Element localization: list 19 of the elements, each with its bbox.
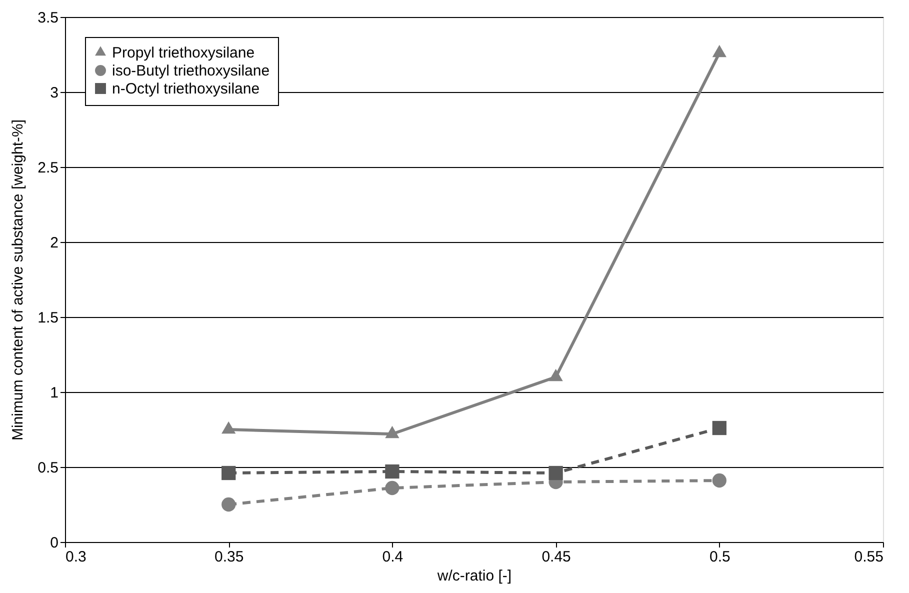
legend-label: Propyl triethoxysilane xyxy=(112,44,255,62)
y-tick-label: 3 xyxy=(50,84,58,102)
y-tick-label: 2.5 xyxy=(38,160,58,176)
legend-label: iso-Butyl triethoxysilane xyxy=(112,62,270,80)
legend-label: n-Octyl triethoxysilane xyxy=(112,80,260,98)
y-axis-title: Minimum content of active substance [weight-%] xyxy=(10,120,27,440)
y-tick-label: 2 xyxy=(50,234,58,252)
x-tick-label: 0.45 xyxy=(542,548,571,566)
y-tick-label: 1 xyxy=(50,384,58,402)
x-tick-label: 0.55 xyxy=(854,548,884,566)
x-tick-label: 0.4 xyxy=(382,548,404,566)
y-tick-label: 1.5 xyxy=(38,310,58,326)
y-tick-label: 3.5 xyxy=(38,10,58,26)
x-axis-title: w/c-ratio [-] xyxy=(436,568,512,584)
x-tick-label: 0.35 xyxy=(214,548,244,566)
x-tick-label: 0.3 xyxy=(66,548,86,566)
y-tick-label: 0 xyxy=(50,534,58,552)
x-tick-label: 0.5 xyxy=(709,548,730,566)
y-tick-label: 0.5 xyxy=(38,460,58,476)
